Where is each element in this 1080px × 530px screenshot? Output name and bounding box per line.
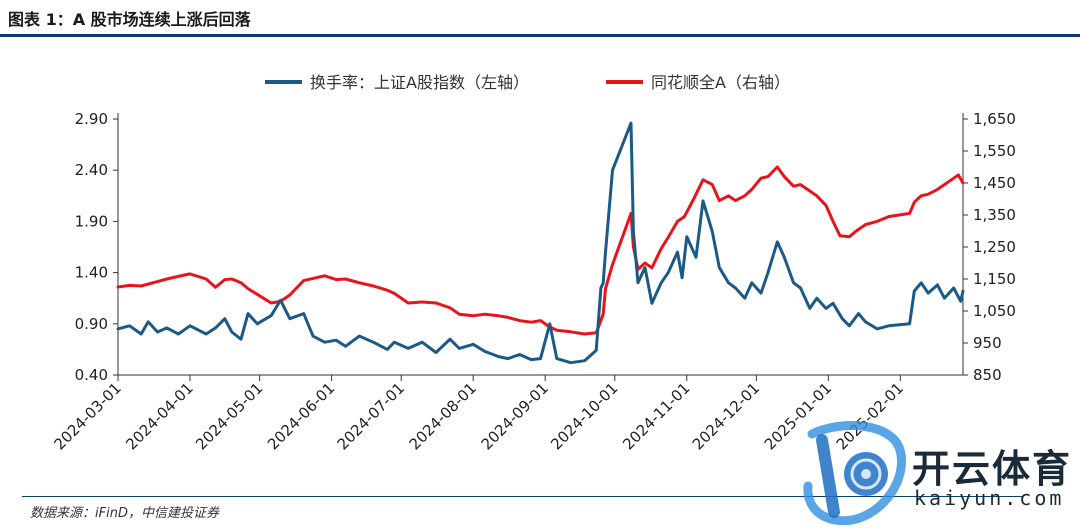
left-y-tick-label: 2.90 xyxy=(75,110,108,128)
right-y-tick-label: 1,350 xyxy=(973,206,1016,224)
figure-title: 图表 1：A 股市场连续上涨后回落 xyxy=(8,10,251,29)
watermark-logo-icon xyxy=(803,421,906,526)
source-note: 数据来源：iFinD，中信建投证券 xyxy=(30,506,219,521)
x-tick-label: 2024-12-01 xyxy=(689,379,763,453)
right-y-tick-label: 850 xyxy=(973,366,1002,384)
right-y-tick-label: 950 xyxy=(973,334,1002,352)
left-y-tick-label: 1.90 xyxy=(75,212,108,230)
left-y-tick-label: 2.40 xyxy=(75,161,108,179)
x-tick-label: 2024-10-01 xyxy=(547,379,621,453)
line-chart: 换手率：上证A股指数（左轴） 同花顺全A（右轴） 0.40 0.90 1.40 1.9… xyxy=(50,73,1016,453)
watermark-name: 开云体育 xyxy=(912,447,1073,491)
x-tick-label: 2024-09-01 xyxy=(478,379,552,453)
x-tick-label: 2024-05-01 xyxy=(192,379,266,453)
right-y-tick-label: 1,550 xyxy=(973,142,1016,160)
left-y-tick-label: 0.40 xyxy=(75,366,108,384)
right-y-tick-label: 1,250 xyxy=(973,238,1016,256)
x-tick-label: 2024-08-01 xyxy=(406,379,480,453)
series-line-index xyxy=(116,165,965,336)
axes: 0.40 0.90 1.40 1.90 2.40 2.90 850 950 1,050 1,150… xyxy=(50,110,1016,453)
right-y-tick-label: 1,650 xyxy=(973,110,1016,128)
x-tick-label: 2024-07-01 xyxy=(334,379,408,453)
right-y-tick-label: 1,150 xyxy=(973,270,1016,288)
source-rule xyxy=(22,496,1022,497)
legend: 换手率：上证A股指数（左轴） 同花顺全A（右轴） xyxy=(265,73,790,92)
title-rule xyxy=(0,34,1080,37)
left-y-tick-label: 0.90 xyxy=(75,315,108,333)
x-tick-label: 2024-06-01 xyxy=(264,379,338,453)
right-y-tick-label: 1,050 xyxy=(973,302,1016,320)
watermark: 开云体育 kaiyun.com xyxy=(800,416,1080,530)
watermark-url: kaiyun.com xyxy=(914,486,1065,510)
x-tick-label: 2024-03-01 xyxy=(50,379,124,453)
legend-label-turnover: 换手率：上证A股指数（左轴） xyxy=(310,73,529,92)
x-tick-label: 2024-11-01 xyxy=(619,379,693,453)
right-y-tick-label: 1,450 xyxy=(973,174,1016,192)
series-layer xyxy=(116,121,965,365)
series-line-turnover xyxy=(116,121,965,365)
x-tick-label: 2024-04-01 xyxy=(122,379,196,453)
legend-label-index: 同花顺全A（右轴） xyxy=(651,73,790,92)
left-y-tick-label: 1.40 xyxy=(75,264,108,282)
